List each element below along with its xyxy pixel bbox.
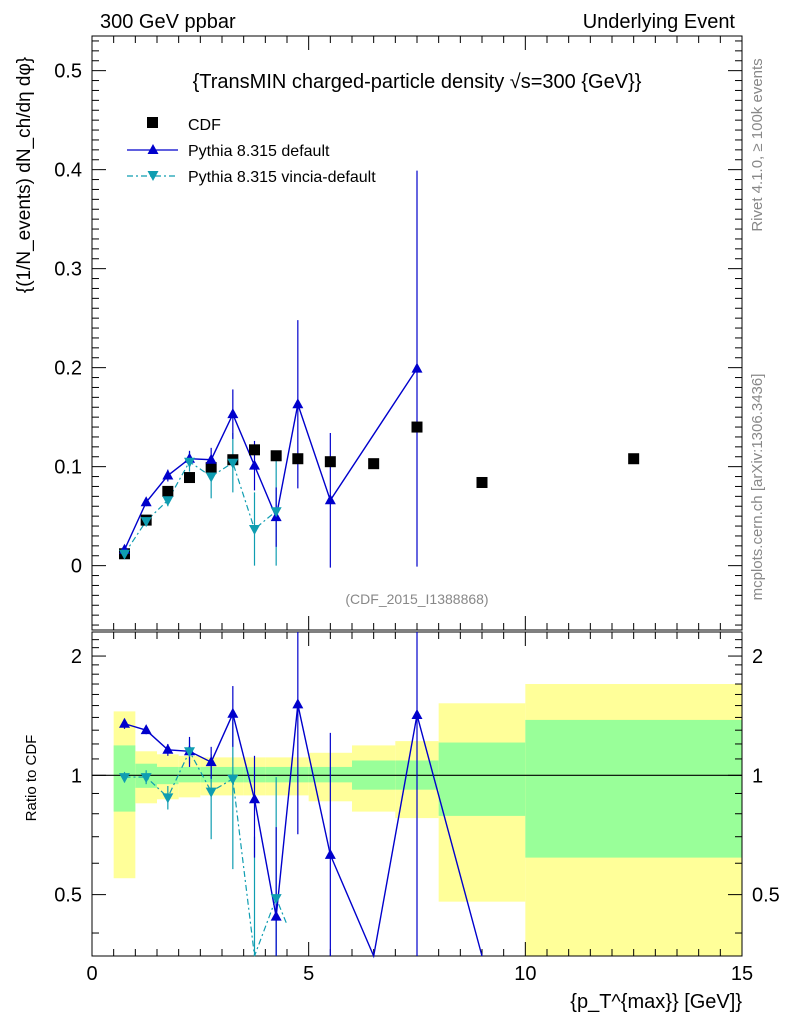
ratio-vincia-point	[227, 774, 239, 785]
legend-cdf-label: CDF	[188, 117, 221, 134]
vincia-data-point	[205, 472, 217, 483]
header-left: 300 GeV ppbar	[100, 11, 236, 33]
x-axis-label: {p_T^{max}} [GeV]}	[570, 991, 742, 1013]
legend-vincia-marker	[147, 171, 159, 181]
ratio-bands	[113, 684, 742, 956]
main-y-tick-label: 0.1	[54, 457, 82, 479]
default-data-point	[162, 469, 174, 480]
vincia-data-point	[227, 458, 239, 469]
cdf-data-point	[368, 458, 380, 470]
main-y-label: {(1/N_events) dN_ch/dη dφ}	[14, 57, 35, 293]
main-axes: 0 0.1 0.2 0.3 0.4 0.5	[54, 36, 743, 630]
ratio-y-tick-label-right: 0.5	[752, 885, 780, 907]
default-data-point	[292, 398, 304, 409]
vincia-series-line	[123, 460, 277, 555]
ratio-vincia-point	[162, 793, 174, 804]
x-tick-label: 0	[86, 963, 97, 985]
ratio-default-point	[162, 743, 174, 754]
cdf-data-point	[411, 421, 423, 433]
default-data-point	[205, 453, 217, 464]
cdf-data-point	[205, 462, 217, 474]
stat-band-bin	[525, 719, 742, 858]
ratio-vincia-point	[270, 894, 282, 905]
stat-band-bin	[265, 766, 287, 783]
vincia-data-point	[140, 517, 152, 528]
main-y-tick-label: 0.5	[54, 61, 82, 83]
ratio-default-point	[411, 708, 423, 719]
x-tick-label: 15	[731, 963, 753, 985]
cdf-data-point	[162, 485, 174, 497]
ratio-default-point	[324, 848, 336, 859]
cdf-data-point	[270, 450, 282, 462]
ratio-default-point	[249, 793, 260, 804]
cdf-data-point	[476, 476, 488, 488]
vincia-data-point	[184, 457, 195, 468]
ratio-y-tick-label: 1	[71, 765, 82, 787]
ratio-default-point	[227, 707, 239, 718]
vincia-data-point	[249, 525, 260, 536]
vincia-data-point	[119, 549, 130, 560]
legend: CDF Pythia 8.315 default Pythia 8.315 vi…	[127, 117, 376, 186]
stat-band-bin	[178, 766, 201, 783]
ratio-default-point	[292, 698, 304, 709]
vincia-data-point	[162, 496, 174, 507]
ratio-y-tick-label-right: 1	[752, 765, 763, 787]
ratio-y-tick-label-right: 2	[752, 646, 763, 668]
ratio-default-point	[140, 724, 152, 735]
default-data-point	[324, 494, 336, 505]
ratio-vincia-line	[124, 749, 288, 957]
ratio-default-point	[205, 756, 217, 767]
default-data-point	[249, 459, 260, 470]
cdf-data-point	[184, 472, 195, 484]
main-marks	[119, 170, 640, 568]
main-y-tick-label: 0.2	[54, 358, 82, 380]
vincia-data-point	[270, 507, 282, 518]
x-tick-label: 5	[303, 963, 314, 985]
rivet-label: Rivet 4.1.0, ≥ 100k events	[749, 58, 766, 231]
legend-vincia-label: Pythia 8.315 vincia-default	[188, 169, 376, 186]
ratio-default-point	[270, 910, 282, 921]
ratio-default-point	[119, 717, 130, 728]
main-y-tick-label: 0	[71, 556, 82, 578]
legend-cdf-marker	[147, 117, 158, 128]
header-right: Underlying Event	[583, 11, 736, 33]
mcplots-label: mcplots.cern.ch [arXiv:1306.3436]	[749, 374, 766, 601]
chart-title: {TransMIN charged-particle density √s=30…	[193, 71, 642, 93]
legend-default-marker	[147, 144, 159, 154]
ratio-y-tick-label: 0.5	[54, 885, 82, 907]
ratio-y-tick-label: 2	[71, 646, 82, 668]
ratio-vincia-point	[119, 773, 130, 784]
legend-default-label: Pythia 8.315 default	[188, 143, 330, 160]
cdf-data-point	[628, 453, 640, 465]
stat-band-bin	[438, 742, 526, 816]
ratio-vincia-point	[205, 787, 217, 798]
ratio-y-label: Ratio to CDF	[23, 735, 40, 822]
x-tick-label: 10	[514, 963, 536, 985]
default-data-point	[411, 362, 423, 373]
ratio-vincia-point	[184, 747, 195, 758]
main-y-tick-label: 0.4	[54, 160, 82, 182]
cdf-data-point	[292, 453, 304, 465]
cdf-data-point	[324, 456, 336, 468]
ratio-marks	[119, 632, 483, 959]
default-data-point	[140, 496, 152, 507]
main-y-tick-label: 0.3	[54, 259, 82, 281]
ratio-vincia-point	[140, 773, 152, 784]
cdf-data-point	[249, 444, 260, 456]
default-data-point	[227, 408, 239, 419]
chart-watermark: (CDF_2015_I1388868)	[345, 591, 488, 607]
